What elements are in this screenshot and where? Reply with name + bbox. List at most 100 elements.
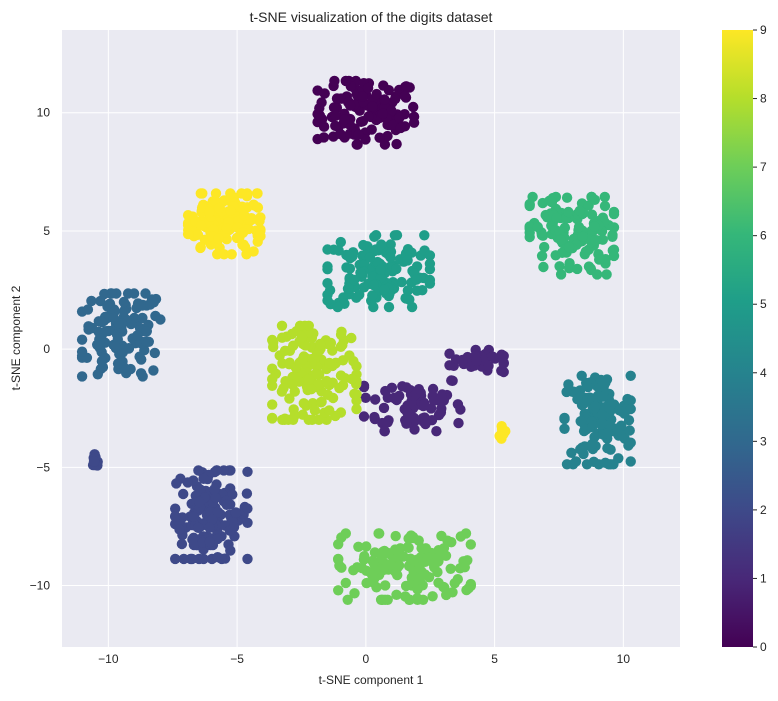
data-point-digit-2	[188, 511, 199, 522]
data-point-digit-1	[483, 360, 494, 372]
data-point-digit-0	[390, 93, 401, 105]
data-point-digit-2	[242, 517, 253, 528]
data-point-digit-5	[385, 239, 396, 250]
data-point-digit-5	[322, 244, 333, 255]
data-point-digit-0	[318, 132, 330, 143]
data-point-digit-0	[363, 111, 374, 122]
data-point-digit-5	[368, 301, 379, 313]
data-point-digit-2	[198, 553, 209, 565]
data-point-digit-2	[204, 522, 215, 533]
colorbar-tick-label: 6	[760, 229, 767, 243]
data-point-digit-7	[433, 577, 444, 588]
data-point-digit-3	[99, 288, 110, 300]
data-point-digit-8	[334, 382, 345, 394]
data-point-digit-9	[239, 209, 250, 221]
data-point-digit-3	[137, 312, 148, 324]
data-point-digit-3	[108, 312, 119, 324]
data-point-digit-6	[590, 235, 601, 246]
data-point-digit-9	[238, 239, 249, 250]
data-point-digit-0	[379, 94, 390, 105]
data-point-digit-7	[391, 589, 402, 600]
data-point-digit-9	[214, 202, 225, 214]
data-point-digit-2	[195, 484, 206, 495]
data-point-digit-2	[225, 545, 236, 556]
data-point-digit-7	[353, 541, 364, 552]
data-point-digit-1	[408, 412, 420, 424]
data-point-digit-0	[391, 138, 402, 150]
data-point-digit-8	[268, 337, 279, 348]
data-point-digit-9	[225, 188, 236, 199]
data-point-digit-3	[76, 371, 88, 382]
data-point-digit-8	[351, 361, 362, 372]
data-point-digit-5	[370, 230, 382, 241]
data-point-digit-8	[286, 328, 298, 340]
data-point-digit-6	[608, 208, 620, 220]
data-point-digit-8	[298, 398, 309, 409]
data-point-digit-8	[306, 384, 317, 395]
data-point-digit-5	[391, 263, 402, 275]
data-point-digit-7	[390, 544, 401, 555]
data-point-digit-5	[378, 284, 390, 295]
data-point-digit-7	[348, 565, 359, 576]
data-point-digit-2	[212, 506, 224, 518]
data-point-digit-9	[195, 188, 206, 199]
data-point-digit-4	[612, 423, 623, 434]
data-point-digit-0	[328, 102, 340, 113]
data-point-digit-5	[419, 230, 430, 241]
data-point-digit-3	[132, 330, 143, 341]
data-point-digit-1	[369, 413, 381, 425]
data-point-digit-1	[444, 360, 455, 371]
data-point-digit-2	[242, 553, 253, 565]
x-tick-label: −10	[98, 652, 119, 666]
data-point-digit-9	[213, 233, 224, 244]
data-point-digit-8	[267, 399, 278, 410]
data-point-digit-1	[438, 395, 449, 406]
data-point-digit-0	[318, 121, 330, 132]
data-point-digit-3	[92, 339, 103, 350]
data-point-digit-7	[404, 594, 415, 605]
data-point-digit-7	[465, 539, 476, 550]
data-point-digit-8	[267, 373, 278, 385]
data-point-digit-3	[82, 304, 94, 315]
data-point-digit-8	[294, 320, 306, 331]
data-point-digit-0	[340, 75, 351, 87]
data-point-digit-0	[329, 75, 340, 87]
data-point-digit-6	[574, 205, 585, 216]
x-tick-label: 10	[617, 652, 631, 666]
data-point-digit-3	[136, 354, 147, 365]
data-point-digit-9	[255, 230, 266, 242]
data-point-digit-6	[580, 246, 592, 257]
data-point-digit-1	[420, 418, 431, 430]
data-point-digit-1	[360, 392, 371, 403]
data-point-digit-5	[396, 276, 407, 288]
data-point-digit-7	[403, 542, 414, 553]
data-point-digit-6	[577, 231, 588, 242]
data-point-digit-7	[367, 569, 378, 581]
data-point-digit-0	[374, 132, 385, 143]
data-point-digit-0	[330, 120, 341, 131]
data-point-digit-7	[412, 584, 423, 595]
data-point-digit-1	[419, 399, 430, 410]
colorbar-tick-label: 5	[760, 297, 767, 311]
data-point-digit-3	[110, 341, 121, 352]
data-point-digit-4	[559, 413, 570, 425]
data-point-digit-0	[371, 88, 382, 100]
data-point-digit-2	[204, 536, 215, 548]
data-point-digit-0	[330, 110, 341, 122]
data-point-digit-8	[346, 332, 357, 344]
data-point-digit-7	[423, 572, 435, 583]
data-point-digit-0	[386, 105, 397, 116]
data-point-digit-7	[336, 532, 347, 543]
data-point-digit-4	[624, 425, 635, 436]
data-point-digit-4	[602, 443, 613, 454]
data-point-digit-7	[441, 589, 452, 601]
colorbar-tick-label: 0	[760, 640, 767, 654]
data-point-digit-0	[408, 101, 419, 113]
data-point-digit-4	[588, 456, 599, 467]
data-point-digit-0	[377, 108, 388, 120]
data-point-digit-4	[625, 437, 636, 448]
data-point-digit-5	[332, 301, 343, 313]
data-point-digit-5	[383, 301, 395, 313]
data-point-digit-3	[149, 347, 160, 359]
